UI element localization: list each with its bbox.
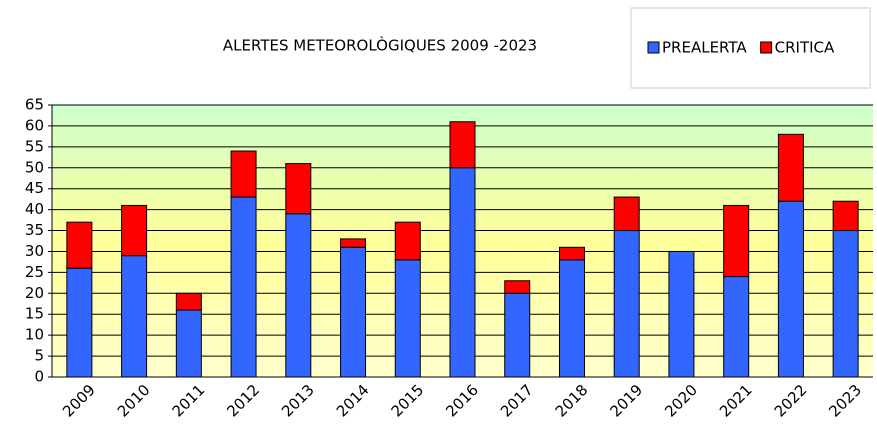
bar-segment — [668, 250, 695, 378]
x-tick-label: 2017 — [497, 381, 537, 421]
x-tick-label: 2019 — [606, 381, 646, 421]
bar-segment — [832, 230, 859, 378]
bar-segment — [340, 246, 367, 378]
bar-segment — [723, 276, 750, 378]
y-tick-label: 40 — [25, 200, 44, 218]
bar-segment — [832, 200, 859, 232]
x-tick-label: 2018 — [552, 381, 592, 421]
bar-segment — [504, 292, 531, 378]
bar-segment — [340, 238, 367, 248]
x-tick-label: 2016 — [442, 381, 482, 421]
x-tick-label: 2023 — [825, 381, 865, 421]
y-tick-label: 65 — [25, 96, 44, 114]
bar-segment — [777, 133, 804, 202]
legend-swatch — [647, 41, 660, 54]
legend-label: PREALERTA — [662, 39, 747, 57]
bar-segment — [449, 121, 476, 169]
bar-segment — [285, 163, 312, 215]
bar-segment — [558, 246, 585, 261]
bar-segment — [230, 150, 257, 198]
bar-segment — [558, 259, 585, 378]
y-tick-label: 0 — [34, 368, 44, 386]
legend-box — [630, 7, 871, 89]
x-tick-label: 2012 — [223, 381, 263, 421]
x-tick-label: 2020 — [661, 381, 701, 421]
bar-segment — [777, 200, 804, 378]
bar-segment — [723, 204, 750, 278]
y-tick-label: 20 — [25, 284, 44, 302]
legend-label: CRITICA — [775, 39, 835, 57]
x-tick-label: 2014 — [333, 381, 373, 421]
x-tick-label: 2010 — [114, 381, 154, 421]
y-tick-label: 30 — [25, 242, 44, 260]
bar-segment — [66, 221, 93, 269]
y-tick-label: 45 — [25, 179, 44, 197]
y-tick-label: 55 — [25, 137, 44, 155]
bar-segment — [613, 230, 640, 378]
legend-swatch — [760, 41, 773, 54]
x-tick-label: 2021 — [716, 381, 756, 421]
bar-segment — [394, 259, 421, 378]
bar-segment — [285, 213, 312, 378]
bar-segment — [504, 280, 531, 294]
y-tick-label: 35 — [25, 221, 44, 239]
bar-segment — [66, 267, 93, 378]
x-tick-label: 2013 — [278, 381, 318, 421]
chart-title: ALERTES METEOROLÒGIQUES 2009 -2023 — [223, 36, 537, 55]
y-tick-label: 25 — [25, 263, 44, 281]
x-tick-label: 2022 — [771, 381, 811, 421]
bar-segment — [121, 204, 148, 257]
bar-segment — [175, 292, 202, 311]
y-tick-label: 5 — [34, 347, 44, 365]
bar-segment — [449, 167, 476, 378]
bar-segment — [175, 309, 202, 378]
x-tick-label: 2009 — [59, 381, 99, 421]
bar-segment — [230, 196, 257, 378]
bar-segment — [394, 221, 421, 261]
bar-segment — [613, 196, 640, 232]
y-tick-label: 50 — [25, 158, 44, 176]
y-tick-label: 60 — [25, 116, 44, 134]
bar-segment — [121, 255, 148, 378]
x-tick-label: 2011 — [169, 381, 209, 421]
y-tick-label: 10 — [25, 326, 44, 344]
x-tick-label: 2015 — [388, 381, 428, 421]
y-tick-label: 15 — [25, 305, 44, 323]
